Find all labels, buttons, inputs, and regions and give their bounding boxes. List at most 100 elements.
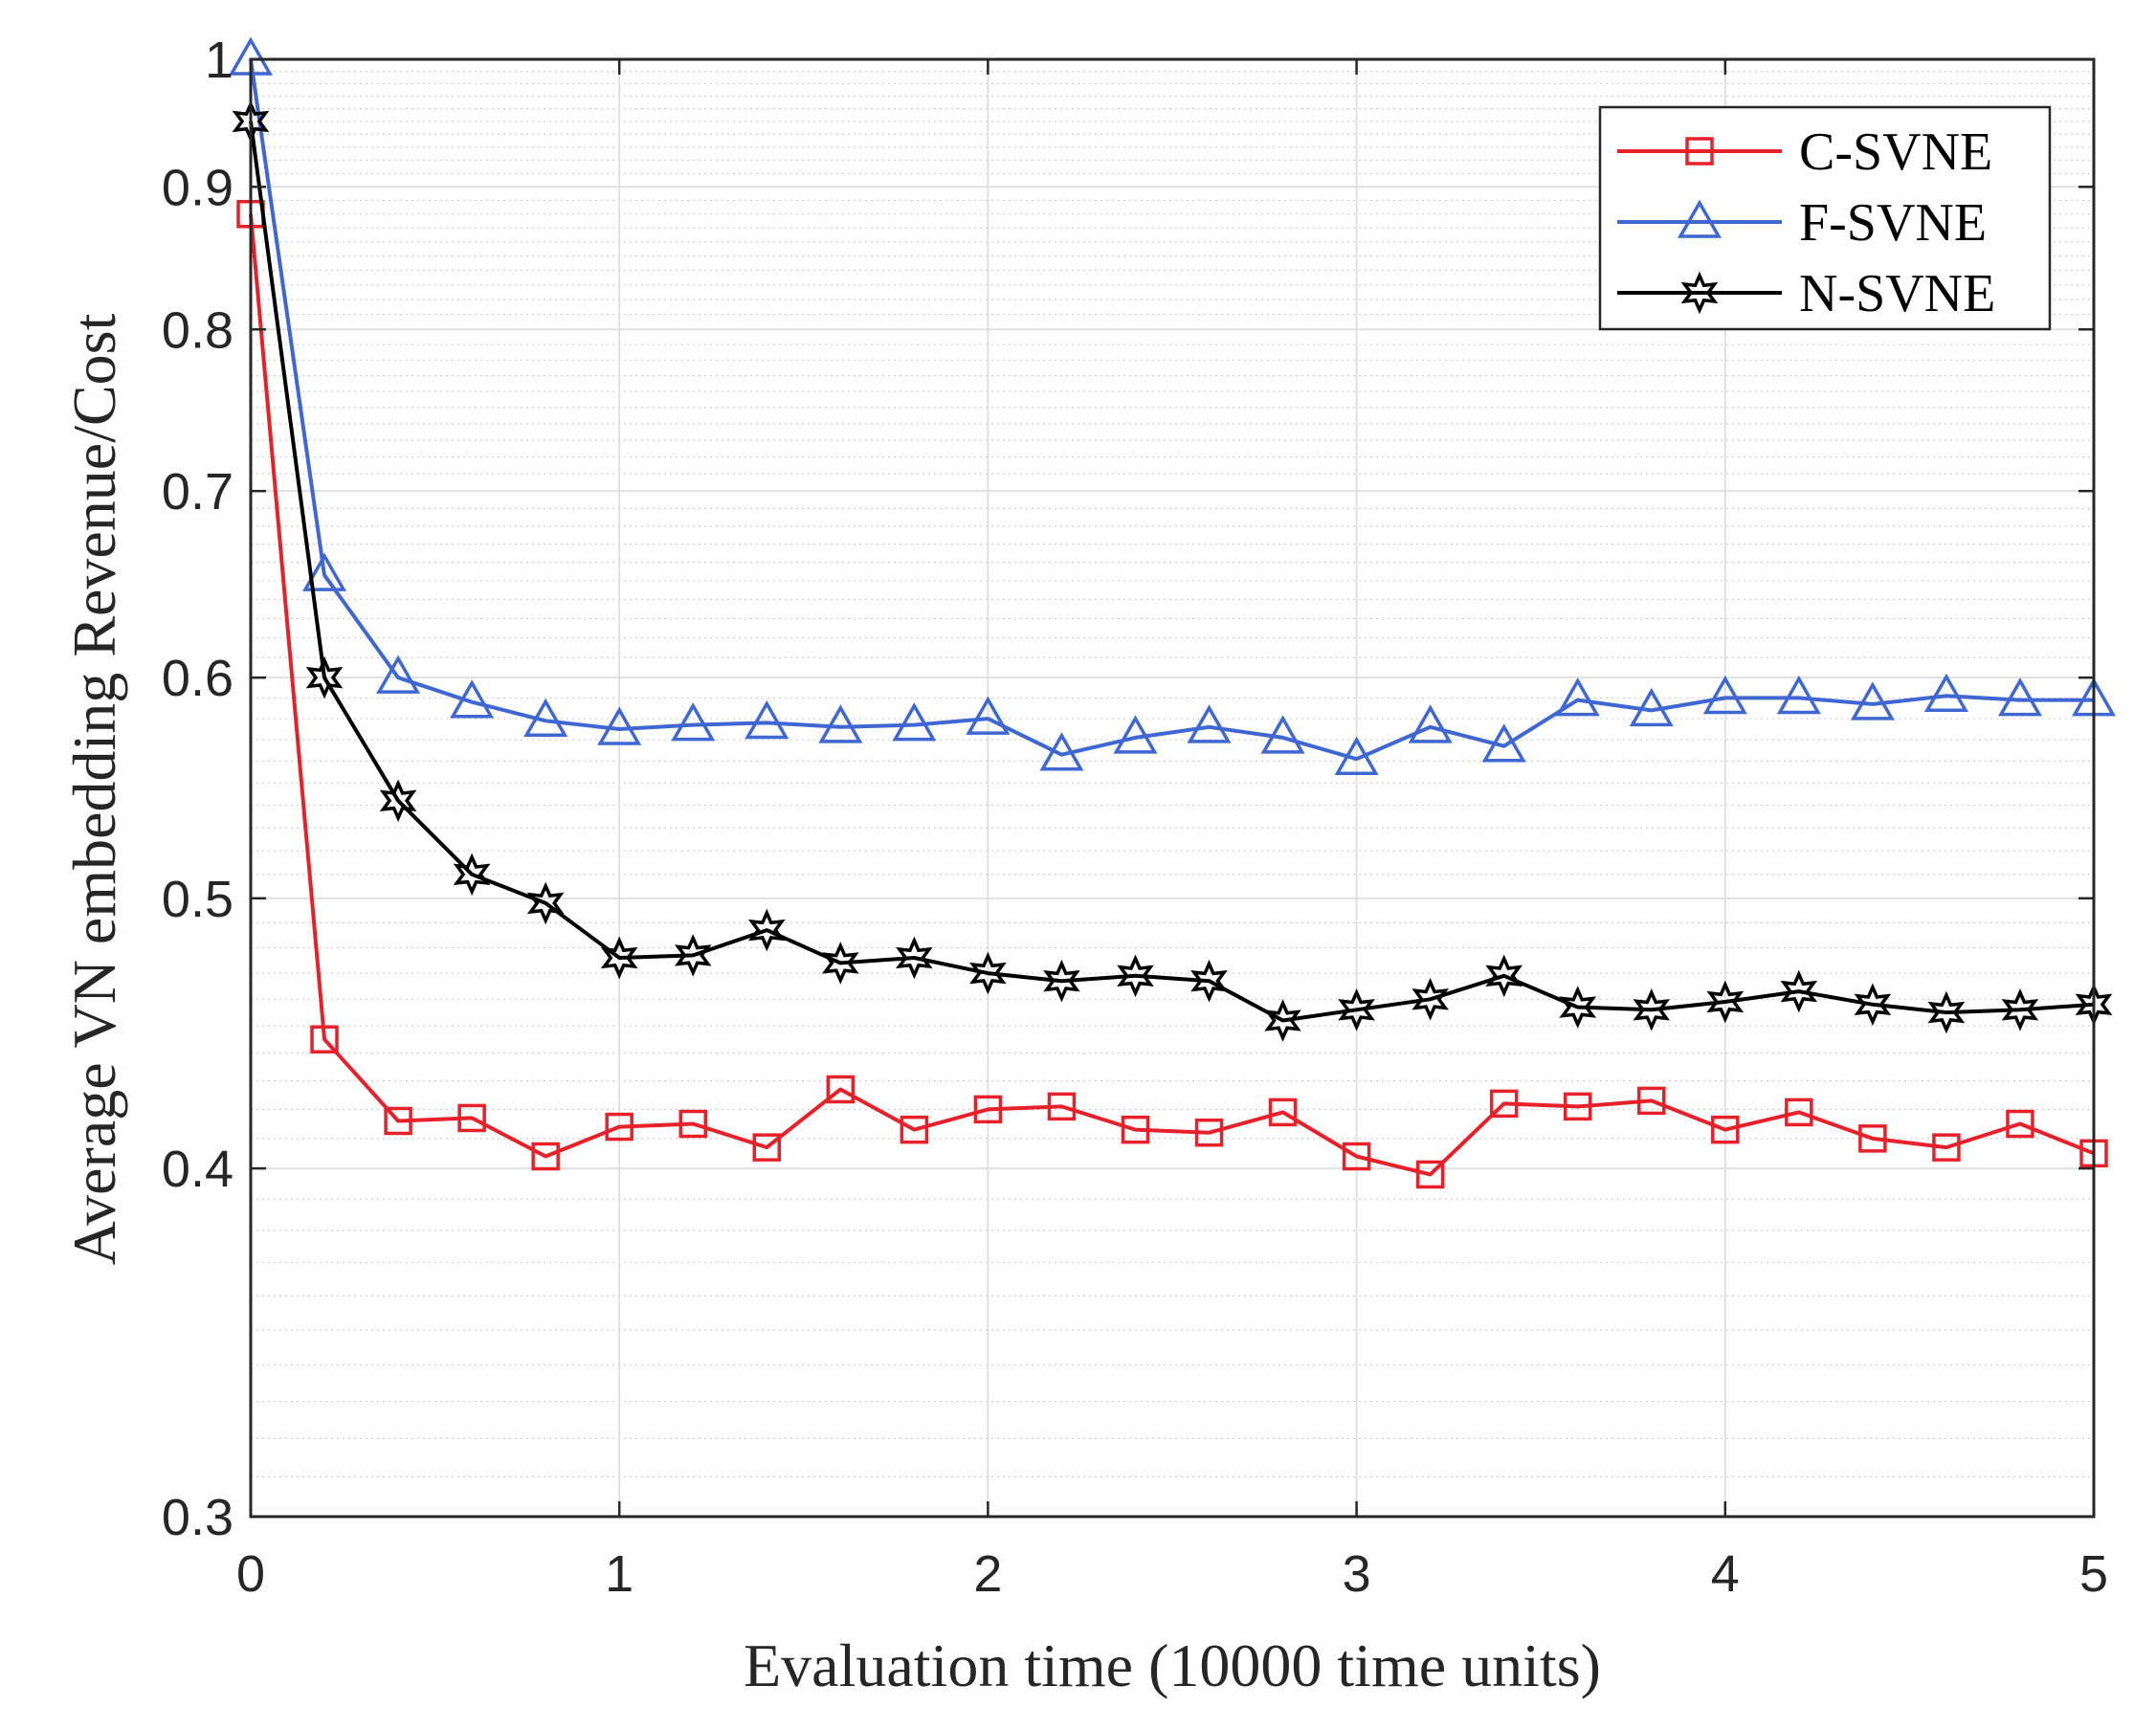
data-point-c-svne [1194, 1118, 1224, 1147]
data-point-f-svne [1187, 704, 1232, 743]
x-tick-label: 4 [1711, 1545, 1740, 1603]
data-point-n-svne [1485, 954, 1523, 998]
data-point-n-svne [821, 942, 859, 985]
y-tick-label: 0.6 [162, 650, 233, 707]
data-point-c-svne [1858, 1124, 1887, 1153]
legend: C-SVNE F-SVNE N-SVNE [1598, 105, 2052, 331]
data-point-f-svne [1113, 715, 1158, 754]
data-point-c-svne [2006, 1109, 2034, 1139]
data-point-c-svne [531, 1142, 560, 1171]
data-point-c-svne [457, 1103, 486, 1133]
data-point-c-svne [900, 1115, 929, 1144]
data-point-f-svne [1334, 736, 1379, 775]
data-point-f-svne [523, 698, 568, 738]
data-point-f-svne [1850, 681, 1895, 721]
legend-entry-f-svne: F-SVNE [1617, 193, 1987, 253]
data-point-f-svne [597, 706, 642, 745]
legend-label-n-svne: N-SVNE [1799, 264, 1995, 323]
y-tick-labels: 0.3 0.4 0.5 0.6 0.7 0.8 0.9 1 [162, 32, 233, 1546]
data-point-c-svne [1637, 1086, 1666, 1116]
data-point-f-svne [1923, 673, 1968, 713]
legend-marker-f-svne [1677, 199, 1723, 238]
data-point-n-svne [526, 881, 565, 925]
series-layer [228, 36, 2117, 1189]
data-point-c-svne [1121, 1115, 1150, 1144]
legend-marker-n-svne [1680, 271, 1719, 315]
data-point-f-svne [1776, 675, 1821, 715]
y-tick-label: 0.9 [162, 159, 233, 216]
data-point-f-svne [1997, 677, 2042, 717]
data-point-n-svne [1190, 959, 1228, 1003]
data-point-f-svne [376, 654, 421, 694]
data-point-n-svne [1854, 983, 1892, 1027]
x-axis-label: Evaluation time (10000 time units) [744, 1631, 1601, 1699]
x-tick-label: 1 [605, 1545, 633, 1603]
y-tick-label: 0.7 [162, 463, 233, 521]
data-point-f-svne [1039, 732, 1084, 771]
data-point-n-svne [1706, 980, 1745, 1024]
y-tick-label: 1 [205, 32, 233, 89]
data-point-n-svne [305, 655, 344, 699]
y-tick-label: 0.3 [162, 1489, 233, 1546]
x-tick-labels: 0 1 2 3 4 5 [236, 1545, 2108, 1603]
legend-label-c-svne: C-SVNE [1799, 122, 1992, 182]
data-point-c-svne [1047, 1092, 1077, 1121]
series-f-svne [228, 36, 2117, 775]
data-point-f-svne [1260, 715, 1305, 754]
data-point-f-svne [745, 699, 789, 740]
legend-label-f-svne: F-SVNE [1799, 193, 1987, 253]
data-point-n-svne [1780, 969, 1818, 1013]
y-axis-label: Average VN embedding Revenue/Cost [60, 313, 128, 1265]
x-tick-label: 2 [973, 1545, 1002, 1603]
plot-frame [249, 57, 2096, 1519]
data-point-n-svne [1117, 954, 1154, 998]
data-point-f-svne [1629, 687, 1674, 727]
y-tick-label: 0.8 [162, 301, 233, 359]
y-tick-label: 0.4 [162, 1141, 233, 1198]
data-point-c-svne [678, 1109, 707, 1139]
data-point-n-svne [600, 936, 638, 980]
y-tick-label: 0.5 [162, 871, 233, 928]
data-point-c-svne [1563, 1092, 1592, 1121]
data-point-c-svne [973, 1095, 1003, 1124]
data-point-n-svne [1043, 959, 1080, 1003]
data-point-f-svne [302, 552, 347, 591]
data-point-c-svne [384, 1106, 412, 1136]
data-point-n-svne [1927, 990, 1966, 1034]
data-point-c-svne [1489, 1089, 1519, 1119]
data-point-f-svne [1408, 704, 1453, 743]
data-point-c-svne [826, 1075, 856, 1104]
data-point-c-svne [1932, 1133, 1961, 1162]
data-point-f-svne [1481, 723, 1526, 763]
data-point-f-svne [1555, 677, 1600, 717]
data-point-n-svne [969, 951, 1007, 995]
data-point-f-svne [671, 702, 716, 742]
data-point-n-svne [747, 908, 786, 952]
series-c-svne [236, 199, 2108, 1189]
data-point-c-svne [1268, 1098, 1298, 1127]
legend-entry-n-svne: N-SVNE [1617, 264, 1995, 323]
data-point-n-svne [674, 934, 712, 977]
data-point-f-svne [966, 696, 1011, 735]
legend-marker-c-svne [1685, 137, 1714, 166]
data-point-c-svne [605, 1112, 633, 1142]
data-point-n-svne [1411, 977, 1449, 1021]
data-point-n-svne [379, 779, 417, 823]
legend-entry-c-svne: C-SVNE [1617, 122, 1992, 182]
x-tick-label: 3 [1343, 1545, 1371, 1603]
data-point-f-svne [818, 704, 863, 743]
x-tick-label: 0 [236, 1545, 265, 1603]
data-point-c-svne [1415, 1160, 1445, 1189]
x-tick-label: 5 [2079, 1545, 2108, 1603]
data-point-n-svne [1264, 999, 1301, 1042]
data-point-n-svne [1338, 987, 1375, 1031]
data-point-n-svne [1633, 987, 1671, 1031]
data-point-n-svne [453, 853, 491, 897]
data-point-c-svne [1342, 1142, 1371, 1171]
data-point-c-svne [310, 1025, 339, 1054]
data-point-n-svne [2001, 987, 2039, 1031]
data-point-c-svne [1785, 1098, 1813, 1127]
axis-ticks [249, 57, 2096, 1519]
data-point-n-svne [896, 936, 933, 980]
